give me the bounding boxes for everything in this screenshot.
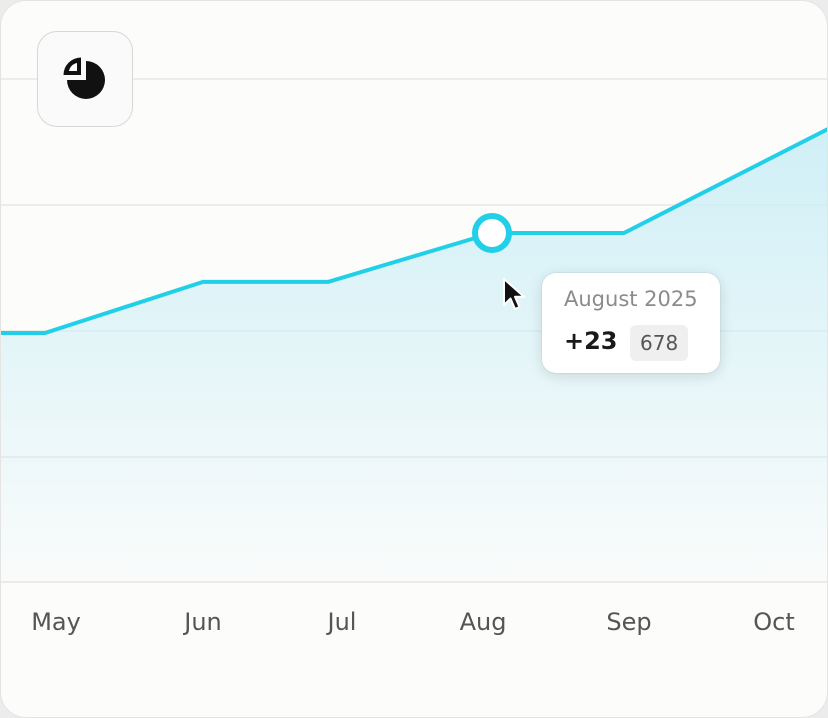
series-line xyxy=(1,127,827,335)
tooltip-date: August 2025 xyxy=(564,287,698,311)
tooltip-change: +23 xyxy=(564,327,618,355)
x-tick-label: May xyxy=(31,608,81,636)
x-tick-label: Oct xyxy=(753,608,795,636)
tooltip-value-badge: 678 xyxy=(630,325,689,361)
x-tick-label: Sep xyxy=(606,608,651,636)
hover-point[interactable] xyxy=(472,213,512,253)
x-tick-label: Jul xyxy=(326,608,357,636)
x-tick-label: Aug xyxy=(460,608,507,636)
x-tick-label: Jun xyxy=(182,608,222,636)
data-tooltip: August 2025 +23 678 xyxy=(542,273,720,373)
chart-type-button[interactable] xyxy=(37,31,133,127)
pie-chart-icon xyxy=(63,57,105,99)
area-fill xyxy=(1,129,827,582)
mouse-pointer-icon xyxy=(503,278,525,310)
